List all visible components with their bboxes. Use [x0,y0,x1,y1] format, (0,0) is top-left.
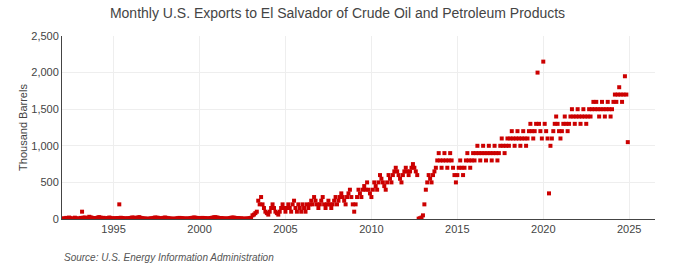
svg-text:2020: 2020 [531,223,555,235]
svg-text:Source: U.S. Energy Informatio: Source: U.S. Energy Information Administ… [64,252,274,263]
svg-text:2005: 2005 [273,223,297,235]
svg-text:1,000: 1,000 [31,140,59,152]
svg-text:1995: 1995 [101,223,125,235]
svg-text:2000: 2000 [187,223,211,235]
svg-text:2015: 2015 [445,223,469,235]
svg-text:500: 500 [40,176,58,188]
svg-text:Thousand Barrels: Thousand Barrels [17,84,29,171]
svg-text:2025: 2025 [617,223,641,235]
svg-text:2,000: 2,000 [31,66,59,78]
svg-text:Monthly U.S. Exports to El Sal: Monthly U.S. Exports to El Salvador of C… [110,5,565,21]
svg-text:2010: 2010 [359,223,383,235]
svg-text:1,500: 1,500 [31,103,59,115]
svg-text:2,500: 2,500 [31,30,59,42]
svg-text:0: 0 [53,213,59,225]
